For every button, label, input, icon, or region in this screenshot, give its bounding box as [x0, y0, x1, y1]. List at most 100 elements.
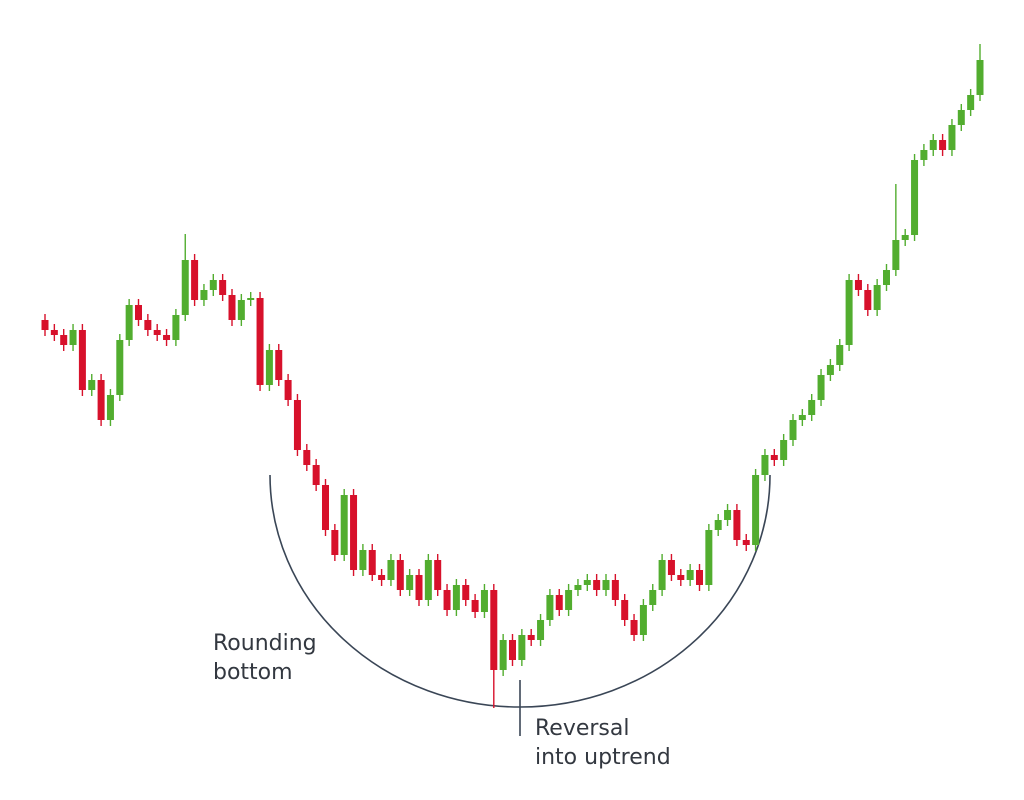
candle-body	[826, 365, 834, 375]
candle-body	[939, 140, 947, 150]
candle-body	[667, 560, 675, 575]
candles	[41, 44, 984, 708]
candle-body	[471, 600, 479, 612]
candle-body	[854, 280, 862, 290]
candle-body	[191, 260, 199, 300]
candle-body	[873, 285, 881, 310]
candle-body	[256, 298, 264, 385]
candle-body	[303, 450, 311, 465]
candle-body	[770, 455, 778, 460]
candle-body	[415, 575, 423, 600]
candle-body	[499, 640, 507, 670]
candle-body	[808, 400, 816, 415]
candle-body	[621, 600, 629, 620]
candle-body	[527, 635, 535, 640]
candle-body	[406, 575, 414, 590]
candle-body	[144, 320, 152, 330]
candle-body	[396, 560, 404, 590]
candle-body	[639, 605, 647, 635]
candle-body	[480, 590, 488, 612]
candle-body	[219, 280, 227, 295]
annotation-text: bottom	[213, 660, 293, 685]
candle-body	[957, 110, 965, 125]
candle-body	[424, 560, 432, 600]
candle-body	[752, 475, 760, 545]
candle-body	[247, 298, 255, 300]
candle-body	[50, 330, 58, 335]
candle-body	[967, 95, 975, 110]
annotation-text: Rounding	[213, 631, 317, 656]
candle-body	[976, 60, 984, 95]
annotation-text: into uptrend	[535, 745, 671, 770]
candle-body	[359, 550, 367, 570]
candle-body	[677, 575, 685, 580]
candle-body	[237, 300, 245, 320]
candle-body	[116, 340, 124, 395]
candle-body	[200, 290, 208, 300]
candle-body	[265, 350, 273, 385]
candle-body	[135, 305, 142, 320]
candle-body	[649, 590, 657, 605]
candle-body	[883, 270, 890, 285]
candle-body	[658, 560, 666, 590]
candle-body	[106, 395, 114, 420]
candle-body	[293, 400, 301, 450]
candle-body	[780, 440, 788, 460]
candle-body	[892, 240, 900, 270]
candle-body	[163, 335, 171, 340]
candle-body	[864, 290, 872, 310]
candle-body	[509, 640, 516, 660]
candle-body	[125, 305, 133, 340]
candle-body	[686, 570, 694, 580]
candle-body	[555, 595, 563, 610]
candle-body	[574, 585, 582, 590]
candle-body	[490, 590, 498, 670]
candle-body	[275, 350, 283, 380]
candle-body	[434, 560, 442, 590]
candle-body	[761, 455, 769, 475]
candle-body	[733, 510, 741, 540]
candle-body	[630, 620, 638, 635]
candle-body	[452, 585, 460, 610]
candle-body	[69, 330, 77, 345]
candle-body	[546, 595, 554, 620]
candle-body	[929, 140, 937, 150]
candle-body	[714, 520, 722, 530]
candle-body	[172, 315, 180, 340]
candle-body	[583, 580, 591, 585]
candle-body	[462, 585, 470, 600]
candle-body	[88, 380, 96, 390]
candle-body	[181, 260, 189, 315]
candle-body	[228, 295, 236, 320]
candle-body	[518, 635, 526, 660]
candle-body	[209, 280, 217, 290]
candle-body	[97, 380, 105, 420]
candle-body	[836, 345, 844, 365]
candle-body	[602, 580, 610, 590]
candle-body	[322, 485, 329, 530]
candle-body	[845, 280, 853, 345]
candle-body	[153, 330, 161, 335]
annotation-text: Reversal	[535, 716, 630, 741]
candle-body	[284, 380, 292, 400]
candle-body	[724, 510, 732, 520]
candle-body	[312, 465, 320, 485]
candle-body	[41, 320, 49, 330]
candle-body	[565, 590, 573, 610]
candle-body	[331, 530, 339, 555]
candle-body	[705, 530, 713, 585]
candle-body	[350, 495, 358, 570]
candle-body	[901, 235, 909, 240]
candle-body	[60, 335, 68, 345]
candle-body	[593, 580, 601, 590]
candle-body	[443, 590, 451, 610]
candle-body	[378, 575, 386, 580]
candle-body	[817, 375, 825, 400]
candle-body	[742, 540, 750, 545]
candle-body	[611, 580, 619, 600]
candle-body	[911, 160, 919, 235]
candle-body	[368, 550, 376, 575]
candle-body	[920, 150, 928, 160]
